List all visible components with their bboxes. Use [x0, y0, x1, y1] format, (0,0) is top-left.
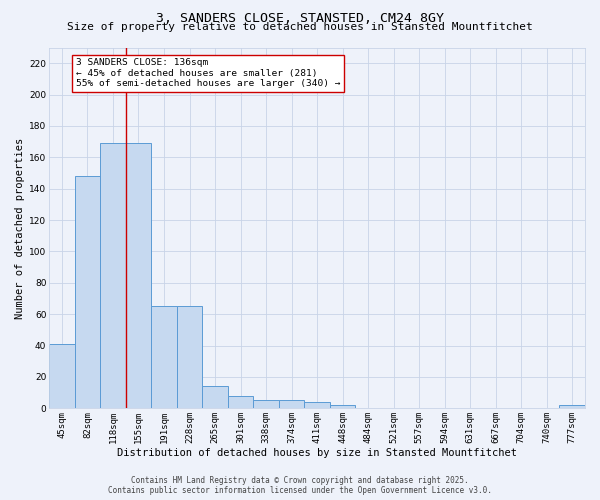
Bar — [202, 386, 228, 408]
Y-axis label: Number of detached properties: Number of detached properties — [15, 138, 25, 318]
X-axis label: Distribution of detached houses by size in Stansted Mountfitchet: Distribution of detached houses by size … — [117, 448, 517, 458]
Bar — [279, 400, 304, 408]
Bar — [330, 405, 355, 408]
Text: 3 SANDERS CLOSE: 136sqm
← 45% of detached houses are smaller (281)
55% of semi-d: 3 SANDERS CLOSE: 136sqm ← 45% of detache… — [76, 58, 340, 88]
Bar — [49, 344, 75, 408]
Text: Size of property relative to detached houses in Stansted Mountfitchet: Size of property relative to detached ho… — [67, 22, 533, 32]
Text: 3, SANDERS CLOSE, STANSTED, CM24 8GY: 3, SANDERS CLOSE, STANSTED, CM24 8GY — [156, 12, 444, 26]
Bar — [177, 306, 202, 408]
Bar — [559, 405, 585, 408]
Bar — [126, 143, 151, 408]
Bar — [100, 143, 126, 408]
Bar — [75, 176, 100, 408]
Text: Contains HM Land Registry data © Crown copyright and database right 2025.
Contai: Contains HM Land Registry data © Crown c… — [108, 476, 492, 495]
Bar — [228, 396, 253, 408]
Bar — [304, 402, 330, 408]
Bar — [253, 400, 279, 408]
Bar — [151, 306, 177, 408]
